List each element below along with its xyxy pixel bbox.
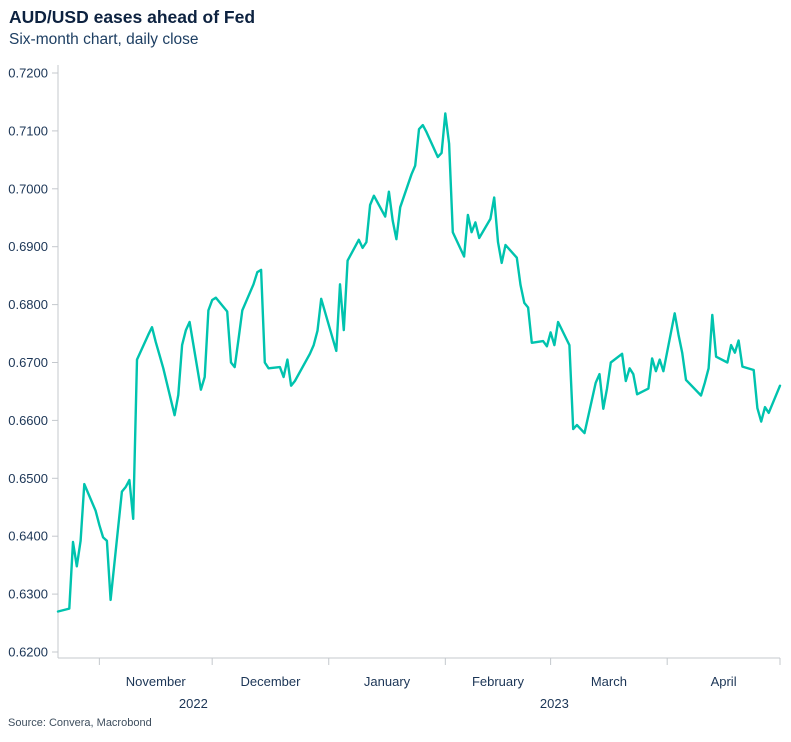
y-tick-label: 0.6400	[8, 529, 48, 544]
y-tick-label: 0.6200	[8, 645, 48, 660]
source-caption: Source: Convera, Macrobond	[8, 717, 152, 729]
y-tick-label: 0.6600	[8, 413, 48, 428]
x-month-label: April	[711, 674, 737, 689]
y-tick-label: 0.6300	[8, 587, 48, 602]
y-tick-label: 0.6900	[8, 239, 48, 254]
x-month-label: November	[126, 674, 187, 689]
y-tick-label: 0.7200	[8, 66, 48, 81]
x-month-label: January	[364, 674, 411, 689]
x-year-label: 2022	[179, 696, 208, 711]
x-year-label: 2023	[540, 696, 569, 711]
x-month-label: February	[472, 674, 525, 689]
x-month-label: March	[591, 674, 627, 689]
y-tick-label: 0.6800	[8, 297, 48, 312]
y-tick-label: 0.7000	[8, 181, 48, 196]
chart-title: AUD/USD eases ahead of Fed	[9, 7, 256, 27]
y-tick-label: 0.7100	[8, 123, 48, 138]
x-month-label: December	[240, 674, 301, 689]
aud-usd-price-line	[56, 112, 782, 613]
chart-subtitle: Six-month chart, daily close	[9, 31, 199, 48]
y-tick-label: 0.6500	[8, 471, 48, 486]
y-tick-label: 0.6700	[8, 355, 48, 370]
